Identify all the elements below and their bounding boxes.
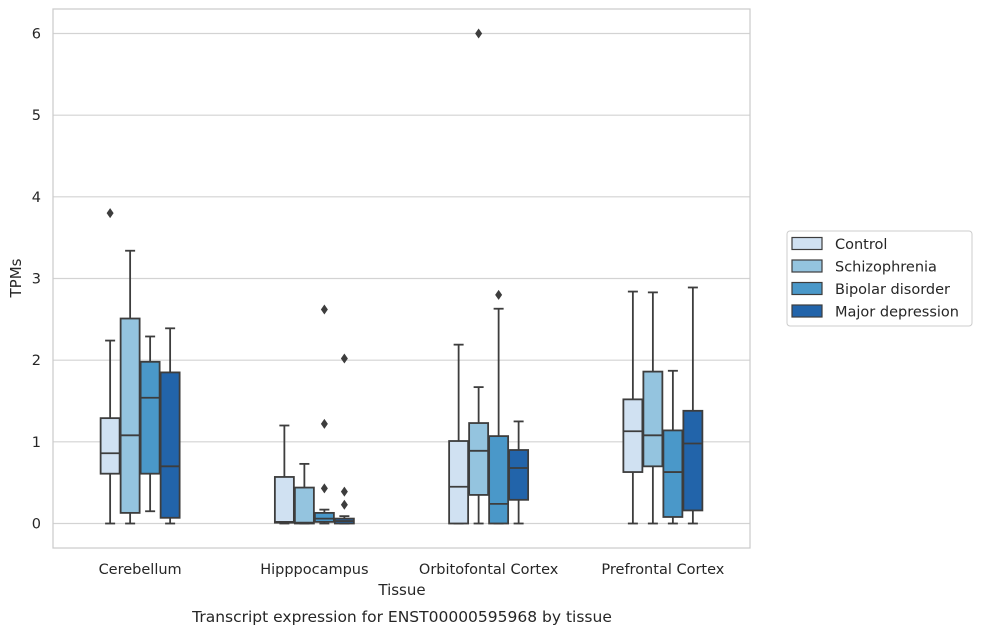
- y-tick-label: 3: [32, 272, 41, 288]
- y-tick-labels: 0 1 2 3 4 5 6: [32, 27, 41, 533]
- box-major-depression: [682, 286, 704, 525]
- iqr-box: [468, 422, 490, 496]
- legend-label: Schizophrenia: [835, 260, 937, 276]
- y-tick-label: 0: [32, 517, 41, 533]
- outlier-point: [320, 418, 328, 429]
- plot-frame: [52, 8, 751, 549]
- chart-title: Transcript expression for ENST0000059596…: [191, 608, 612, 626]
- outlier-point: [340, 486, 348, 497]
- legend-swatch: [791, 281, 823, 296]
- box-control: [448, 343, 470, 525]
- iqr-box: [293, 486, 315, 525]
- y-tick-label: 1: [32, 435, 41, 451]
- box-control: [273, 424, 295, 525]
- iqr-box: [622, 398, 644, 473]
- x-tick-label: Prefrontal Cortex: [601, 562, 724, 578]
- legend-label: Major depression: [835, 305, 959, 321]
- box-major-depression: [333, 353, 355, 525]
- iqr-box: [642, 370, 664, 468]
- x-tick-label: Orbitofontal Cortex: [419, 562, 559, 578]
- box-series: [99, 28, 704, 525]
- legend-label: Control: [835, 237, 887, 253]
- iqr-box: [488, 435, 510, 525]
- box-control: [99, 208, 121, 525]
- iqr-box: [119, 317, 141, 514]
- outlier-point: [475, 28, 483, 39]
- box-schizophrenia: [468, 28, 490, 525]
- iqr-box: [313, 511, 335, 523]
- y-tick-label: 4: [32, 190, 41, 206]
- iqr-box: [662, 429, 684, 518]
- iqr-box: [448, 440, 470, 525]
- box-bipolar-disorder: [662, 369, 684, 525]
- outlier-point: [106, 208, 114, 219]
- box-schizophrenia: [293, 462, 315, 525]
- iqr-box: [682, 409, 704, 512]
- x-tick-label: Cerebellum: [99, 562, 182, 578]
- legend-label: Bipolar disorder: [835, 282, 950, 298]
- legend-swatch: [791, 259, 823, 273]
- outlier-point: [340, 499, 348, 510]
- iqr-box: [508, 449, 530, 501]
- box-major-depression: [508, 420, 530, 525]
- outlier-point: [495, 289, 503, 300]
- y-tick-label: 6: [32, 27, 41, 43]
- box-schizophrenia: [642, 291, 664, 525]
- legend-frame: [786, 230, 973, 327]
- iqr-box: [273, 476, 295, 524]
- box-bipolar-disorder: [488, 289, 510, 525]
- y-tick-label: 5: [32, 108, 41, 124]
- box-major-depression: [159, 327, 181, 525]
- legend-swatch: [791, 304, 823, 318]
- iqr-box: [99, 417, 121, 475]
- box-schizophrenia: [119, 249, 141, 525]
- box-bipolar-disorder: [313, 304, 335, 525]
- y-axis-label: TPMs: [7, 258, 25, 298]
- outlier-point: [340, 353, 348, 364]
- iqr-box: [159, 371, 181, 519]
- outlier-point: [320, 483, 328, 494]
- x-axis-label: Tissue: [377, 581, 425, 599]
- box-bipolar-disorder: [139, 335, 161, 513]
- x-tick-label: Hipppocampus: [260, 562, 368, 578]
- legend-swatch: [791, 236, 823, 251]
- legend: Control Schizophrenia Bipolar disorder Majo…: [786, 230, 973, 327]
- iqr-box: [139, 360, 161, 475]
- outlier-point: [320, 304, 328, 315]
- x-tick-labels: Cerebellum Hipppocampus Orbitofontal Corte…: [99, 562, 725, 578]
- box-control: [622, 290, 644, 525]
- y-tick-label: 2: [32, 353, 41, 369]
